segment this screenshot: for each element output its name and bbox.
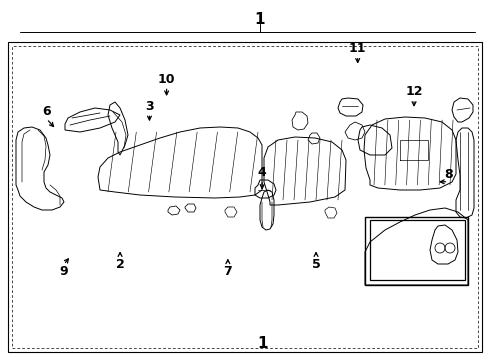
Bar — [365, 217, 468, 285]
Text: 9: 9 — [59, 265, 68, 278]
Bar — [370, 220, 465, 280]
Text: 3: 3 — [145, 100, 154, 113]
Text: 1: 1 — [257, 336, 268, 351]
Text: 12: 12 — [405, 85, 423, 98]
Text: 5: 5 — [312, 258, 320, 271]
Text: 2: 2 — [116, 258, 124, 271]
Text: 4: 4 — [258, 166, 267, 179]
Bar — [8, 42, 482, 352]
Text: 10: 10 — [158, 73, 175, 86]
Text: 11: 11 — [349, 42, 367, 55]
Text: 1: 1 — [255, 13, 265, 27]
Text: 7: 7 — [223, 265, 232, 278]
Bar — [12, 46, 478, 348]
Text: 8: 8 — [444, 168, 453, 181]
Text: 6: 6 — [42, 105, 51, 118]
